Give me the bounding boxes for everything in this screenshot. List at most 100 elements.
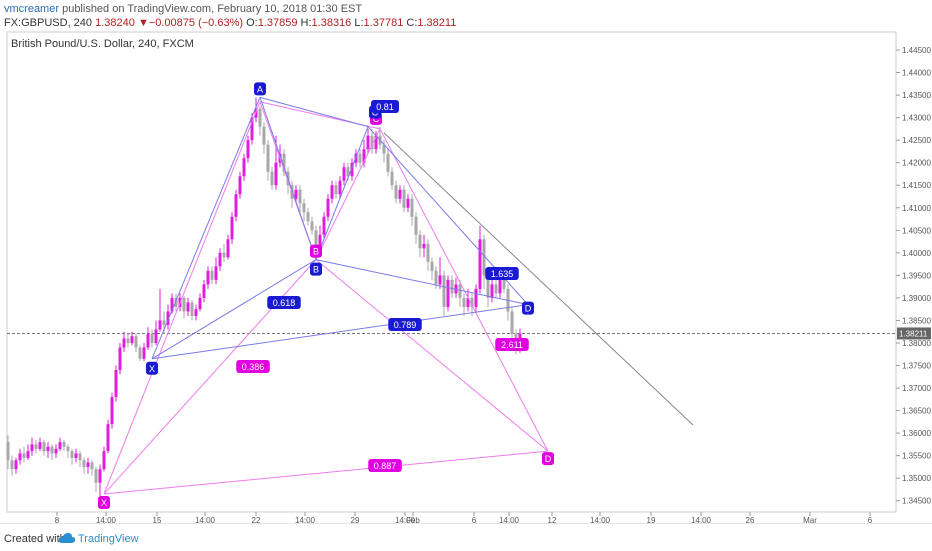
x-tick-label: 6 bbox=[868, 516, 873, 523]
candle-body bbox=[130, 336, 134, 343]
price-change: −0.00875 (−0.63%) bbox=[148, 17, 244, 29]
candle-body bbox=[390, 171, 394, 186]
created-with-label: Created with bbox=[4, 533, 66, 545]
y-tick-label: 1.43000 bbox=[902, 114, 931, 123]
close-value: 1.38211 bbox=[417, 17, 457, 29]
candle-body bbox=[350, 162, 354, 177]
blue-pattern-line bbox=[315, 259, 529, 306]
point-label-d-pink: D bbox=[545, 454, 552, 464]
candle-body bbox=[126, 338, 130, 343]
point-label-b-pink: B bbox=[313, 247, 319, 257]
candle-body bbox=[238, 176, 242, 195]
pink-pattern-line bbox=[379, 128, 549, 452]
x-tick-label: 29 bbox=[351, 516, 360, 523]
trend-line bbox=[383, 132, 694, 426]
candle-body bbox=[246, 140, 250, 159]
ratio-1635: 1.635 bbox=[491, 269, 514, 279]
candle-body bbox=[502, 277, 506, 289]
candle-body bbox=[442, 275, 446, 307]
candle-body bbox=[158, 320, 162, 330]
candle-body bbox=[314, 230, 318, 249]
candle-body bbox=[142, 347, 146, 359]
candle-body bbox=[194, 309, 198, 316]
candle-body bbox=[46, 446, 50, 452]
x-tick-label: 19 bbox=[647, 516, 656, 523]
candle-body bbox=[230, 216, 234, 240]
candle-body bbox=[26, 451, 30, 458]
candle-body bbox=[114, 370, 118, 398]
price-chart[interactable]: British Pound/U.S. Dollar, 240, FXCM 1.44… bbox=[0, 0, 932, 523]
down-arrow-icon: ▼ bbox=[137, 17, 149, 29]
candle-body bbox=[174, 297, 178, 307]
x-tick-label: 22 bbox=[252, 516, 261, 523]
candle-body bbox=[446, 279, 450, 307]
candle-body bbox=[422, 243, 426, 249]
candle-body bbox=[10, 460, 14, 470]
candle-body bbox=[490, 284, 494, 298]
candle-body bbox=[326, 198, 330, 217]
pink-pattern-line bbox=[103, 450, 549, 495]
candle-body bbox=[18, 453, 22, 461]
publish-text: published on TradingView.com, February 1… bbox=[62, 3, 363, 15]
x-tick-label: 12 bbox=[548, 516, 557, 523]
x-tick-label: 14:00 bbox=[96, 516, 117, 523]
symbol-label: FX:GBPUSD, 240 bbox=[4, 17, 93, 29]
candle-body bbox=[474, 288, 478, 307]
candle-body bbox=[410, 198, 414, 217]
candle-body bbox=[482, 239, 486, 276]
candle-body bbox=[202, 284, 206, 298]
ratio-2611-box bbox=[495, 338, 529, 351]
candle-body bbox=[402, 189, 406, 208]
last-price: 1.38240 bbox=[95, 17, 135, 29]
candle-body bbox=[370, 135, 374, 150]
ratio-081: 0.81 bbox=[376, 102, 394, 112]
y-tick-label: 1.39500 bbox=[902, 271, 931, 280]
candle-body bbox=[426, 243, 430, 262]
close-label: C: bbox=[406, 17, 418, 29]
point-label-b-blue: B bbox=[313, 265, 319, 275]
x-tick-label: 15 bbox=[153, 516, 162, 523]
candle-body bbox=[186, 302, 190, 312]
candle-body bbox=[102, 451, 106, 470]
current-price-label: 1.38211 bbox=[899, 329, 928, 338]
candle-body bbox=[318, 234, 322, 249]
candle-body bbox=[434, 270, 438, 285]
candle-body bbox=[58, 442, 62, 449]
candle-body bbox=[30, 444, 34, 452]
point-label-a: A bbox=[257, 84, 263, 94]
pink-pattern-line bbox=[315, 259, 549, 452]
x-tick-label: 26 bbox=[746, 516, 755, 523]
publish-info: vmcreamer published on TradingView.com, … bbox=[4, 3, 362, 15]
point-label-d-blue: D bbox=[525, 304, 532, 314]
y-tick-label: 1.38500 bbox=[902, 316, 931, 325]
ratio-0386: 0.386 bbox=[242, 362, 265, 372]
y-tick-label: 1.41000 bbox=[902, 204, 931, 213]
candle-body bbox=[310, 221, 314, 231]
point-label-x-pink-box bbox=[98, 495, 110, 509]
x-tick-label: 14:00 bbox=[590, 516, 611, 523]
point-label-x-blue-box bbox=[146, 361, 158, 375]
candle-body bbox=[38, 442, 42, 449]
ratio-081-box bbox=[371, 100, 399, 113]
x-tick-label: 14:00 bbox=[691, 516, 712, 523]
x-tick-label: Feb bbox=[406, 516, 420, 523]
blue-pattern-line bbox=[151, 259, 317, 360]
open-value: 1.37859 bbox=[257, 17, 298, 29]
x-tick-label: Mar bbox=[803, 516, 817, 523]
candle-body bbox=[118, 347, 122, 371]
candle-body bbox=[190, 302, 194, 316]
candle-body bbox=[6, 442, 10, 461]
candle-body bbox=[182, 297, 186, 312]
plot-frame bbox=[6, 31, 897, 513]
ratio-0789: 0.789 bbox=[394, 320, 417, 330]
current-price-badge bbox=[897, 327, 931, 340]
tradingview-brand[interactable]: TradingView bbox=[78, 533, 139, 545]
ratio-0887-box bbox=[368, 459, 402, 472]
x-tick-label: 14:00 bbox=[295, 516, 316, 523]
point-label-c-pink: C bbox=[373, 114, 380, 124]
candle-body bbox=[510, 311, 514, 334]
author-link[interactable]: vmcreamer bbox=[4, 3, 60, 15]
y-tick-label: 1.42500 bbox=[902, 136, 931, 145]
x-tick-label: 14:00 bbox=[395, 516, 416, 523]
y-tick-label: 1.39000 bbox=[902, 294, 931, 303]
